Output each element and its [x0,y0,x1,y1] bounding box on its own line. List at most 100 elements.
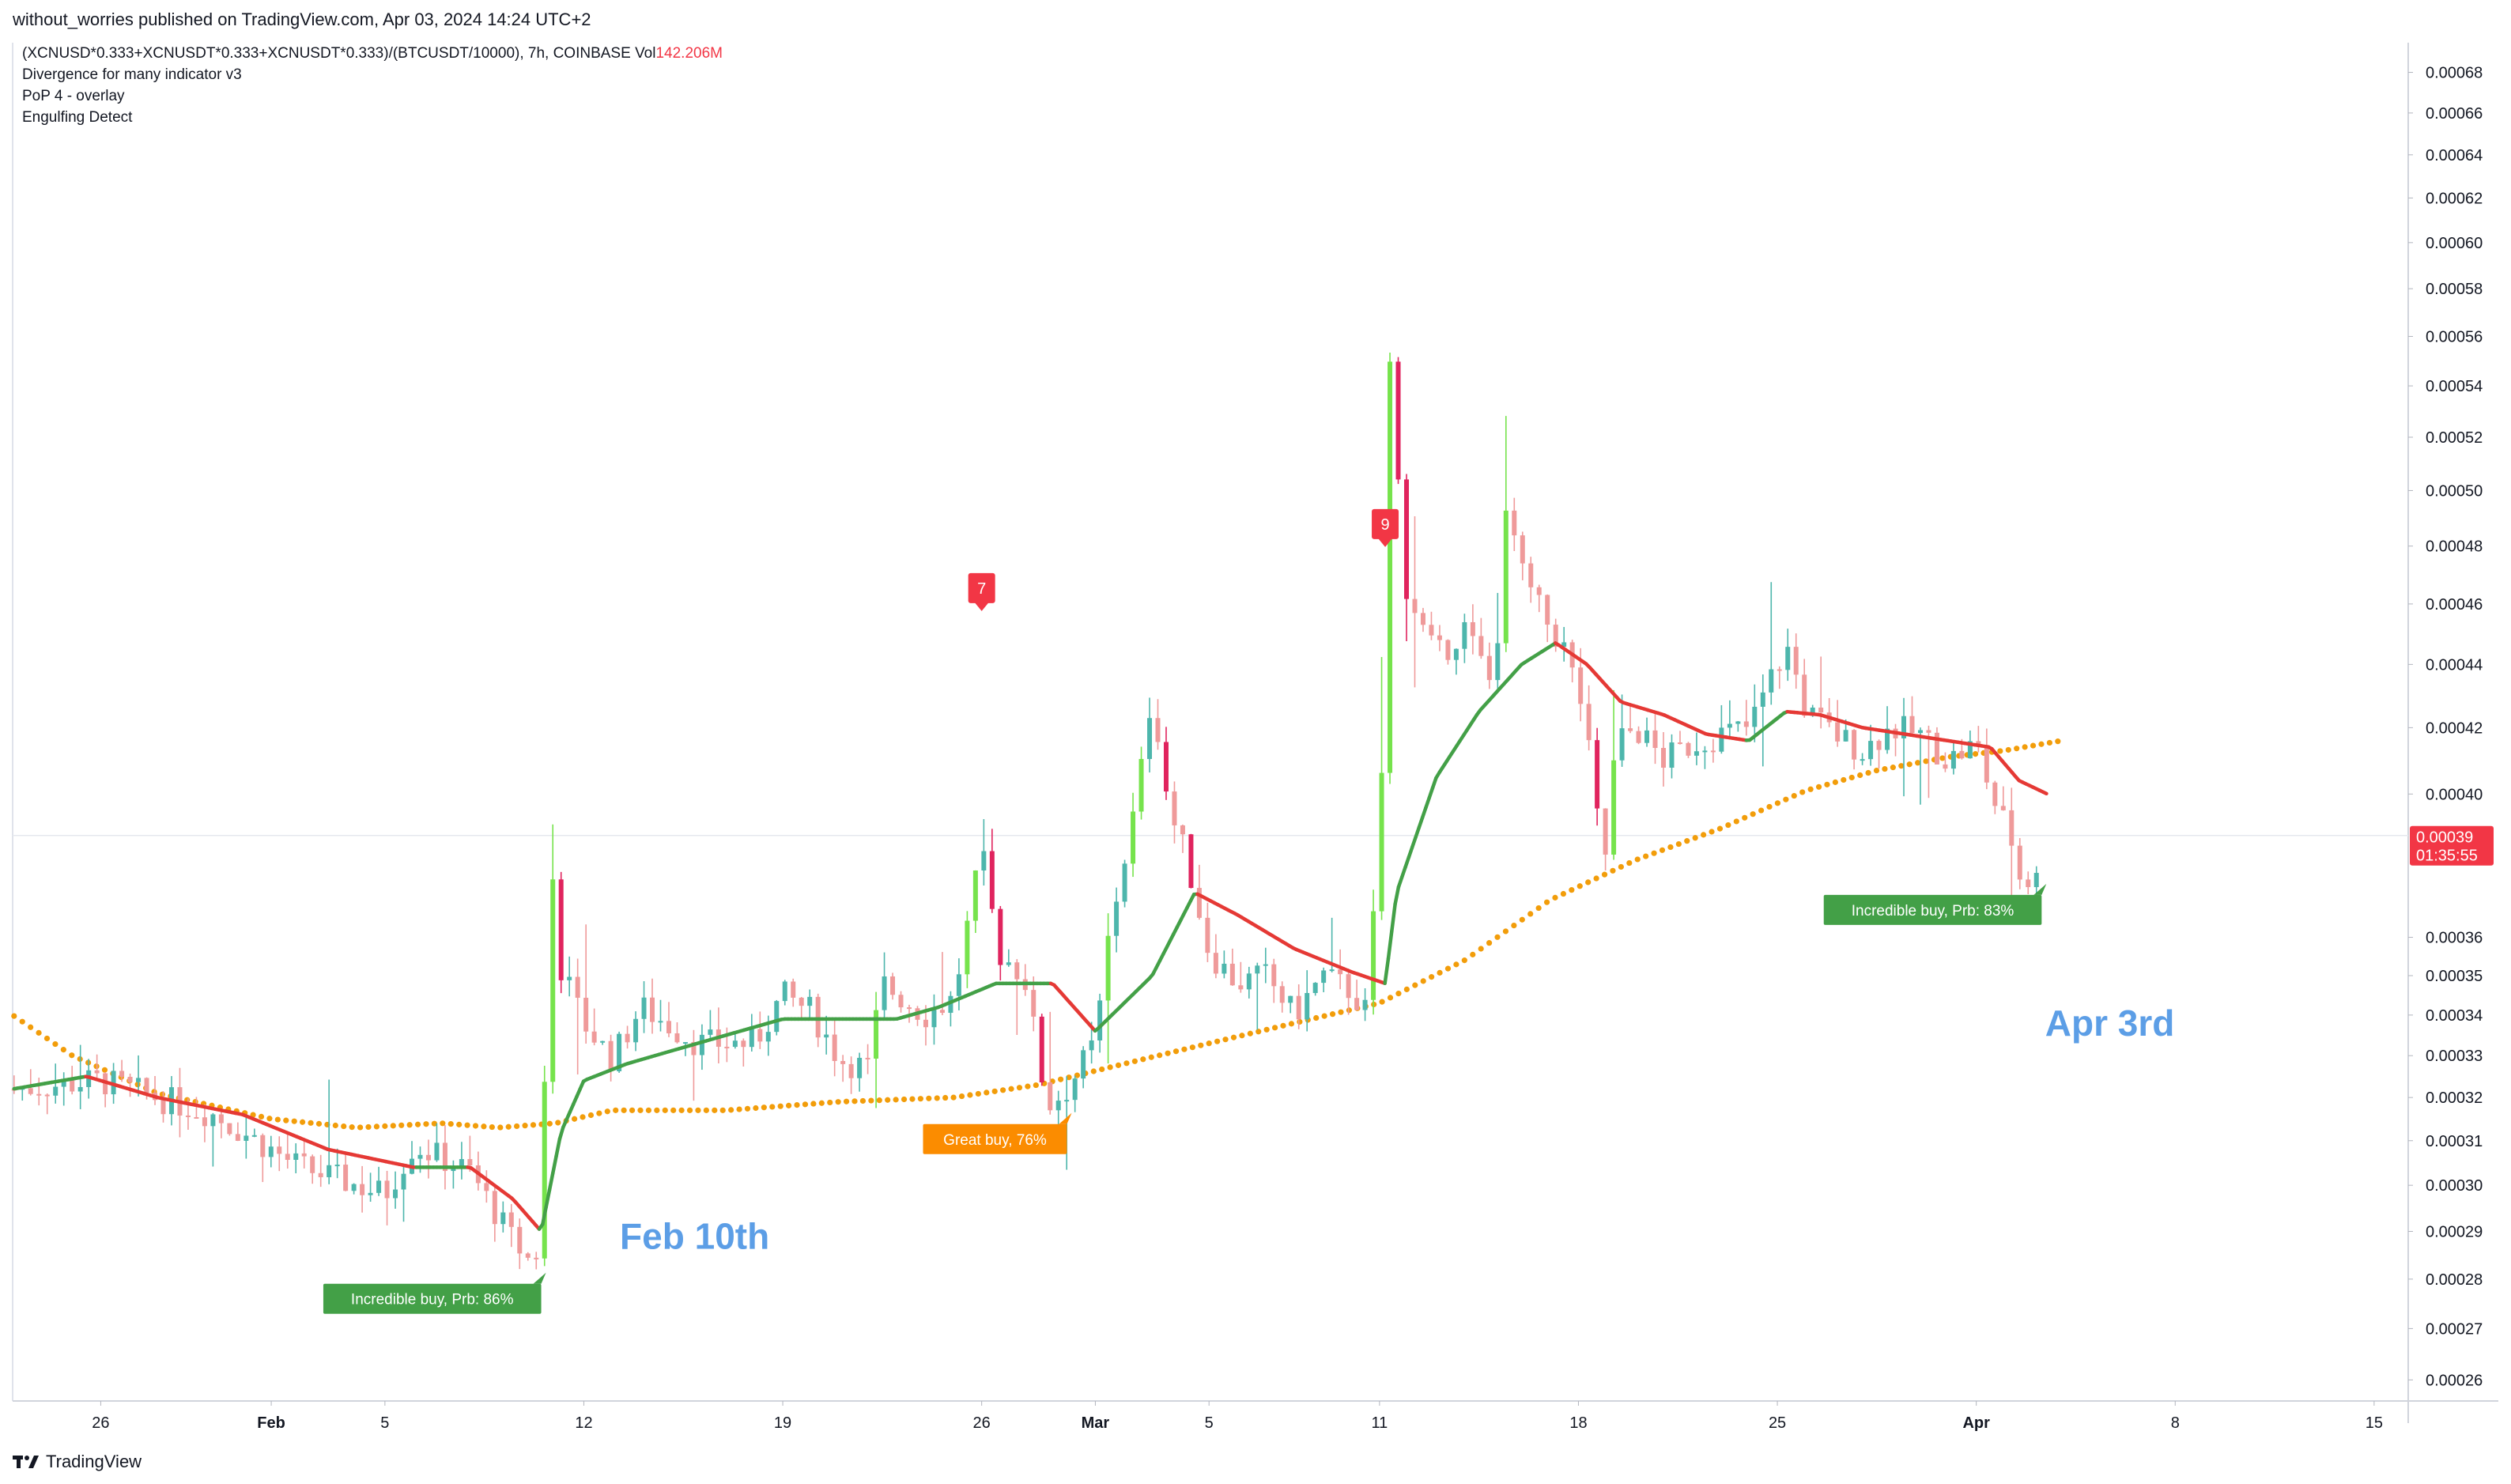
ma-dot [1692,835,1698,841]
ma-dot [712,1107,718,1113]
time-tick-label: 26 [92,1414,109,1432]
ma-dot [1502,928,1509,935]
ma-dot [893,1097,899,1103]
ma-dot [52,1040,59,1048]
ma-dot [695,1107,701,1113]
ma-segment [541,1205,548,1226]
ma-dot [1214,1038,1221,1044]
candle-body [724,1046,730,1048]
price-tick-label: 0.00064 [2426,147,2483,164]
price-tick-label: 0.00060 [2426,235,2483,252]
candle-body [1677,742,1682,745]
time-tick-label: 25 [1769,1414,1786,1432]
candle-body [1039,1016,1044,1082]
candle-body [1147,718,1153,759]
candle-body [1984,745,1989,783]
ma-dot [1444,965,1452,972]
legend-symbol-row[interactable]: (XCNUSD*0.333+XCNUSDT*0.333+XCNUSDT*0.33… [22,43,723,64]
ma-dot [1074,1072,1081,1078]
candle-body [741,1040,746,1048]
price-axis[interactable]: 0.00068 0.00066 0.00064 0.00062 0.00060 0.000… [2408,65,2483,1390]
ma-dot [1470,951,1476,957]
legend-indicator[interactable]: Engulfing Detect [22,109,133,126]
candle-body [807,996,813,1006]
candle-body [2000,806,2006,810]
ma-dot [1552,894,1558,901]
ma-dot [2014,746,2020,752]
candle-body [70,1078,75,1092]
candle-body [1686,742,1691,756]
ma-dot [1115,1062,1122,1068]
buy-label: Great buy, 76% [923,1112,1072,1154]
candle-body [53,1086,59,1096]
candle-body [550,879,556,1082]
candle-body [1735,721,1741,724]
ma-dot [909,1096,916,1102]
candle-body [898,995,904,1008]
legend-indicator[interactable]: PoP 4 - overlay [22,88,125,104]
ma-dot [1090,1068,1097,1074]
price-tick-label: 0.00046 [2426,596,2483,614]
candle-body [393,1189,398,1199]
ma-dot [1527,911,1534,917]
candle-body [508,1212,514,1227]
candle-body [1188,834,1194,889]
candle-body [1478,636,1484,656]
candle-body [575,976,580,998]
ma-dot [1297,1018,1303,1025]
candle-body [1495,643,1501,681]
candle-body [666,1021,671,1033]
tradingview-brand[interactable]: TradingView [13,1452,142,1472]
candle-body [136,1078,142,1082]
ma-dot [423,1121,429,1127]
ma-dot [373,1123,380,1130]
ma-dot [505,1123,512,1130]
price-tick-label: 0.00032 [2426,1089,2483,1107]
ma-dot [365,1123,372,1131]
candle-body [1636,731,1641,743]
candle-body [1279,986,1285,1003]
ma-dot [1511,923,1517,929]
candle-body [782,981,787,1002]
ma-dot [1263,1026,1270,1033]
ma-dot [101,1067,108,1073]
candle-body [1138,758,1144,812]
candle-body [1081,1050,1086,1079]
time-axis[interactable]: 26 Feb 5 12 19 26 Mar 5 11 18 25 Apr 8 15 [92,1401,2383,1432]
candle-body [218,1114,224,1123]
legend-symbol[interactable]: (XCNUSD*0.333+XCNUSDT*0.333+XCNUSDT*0.33… [22,45,631,62]
candle-body [542,1082,547,1259]
ma-dot [1882,765,1888,772]
candle-body [1702,750,1708,753]
ma-dot [868,1097,874,1104]
ma-dot [258,1113,265,1120]
candle-body [442,1142,447,1172]
ma-dot [390,1123,396,1129]
plot-area[interactable] [13,43,2408,1401]
candle-body [567,976,572,980]
buy-label-text: Incredible buy, Prb: 83% [1852,903,2014,919]
candle-body [2026,879,2031,888]
ma-dot [1198,1042,1204,1048]
ma-dot [1222,1037,1229,1043]
ma-dot [2005,746,2011,753]
ma-dot [332,1122,338,1129]
candle-body [451,1168,456,1172]
ma-dot [1230,1034,1237,1040]
ma-dot [1239,1033,1245,1039]
candle-body [1578,667,1584,704]
ma-dot [60,1047,66,1053]
candle-body [1172,791,1177,825]
candle-body [965,920,970,975]
price-tick-label: 0.00068 [2426,65,2483,82]
ma-dot [11,1013,17,1019]
candle-body [1818,707,1824,713]
price-tick-label: 0.00042 [2426,719,2483,737]
candle-body [1860,759,1865,761]
ma-dot [1271,1025,1278,1031]
ma-dot [398,1122,405,1128]
candle-body [1710,750,1716,753]
legend-indicator[interactable]: Divergence for many indicator v3 [22,66,242,83]
ma-segment [544,1188,552,1210]
